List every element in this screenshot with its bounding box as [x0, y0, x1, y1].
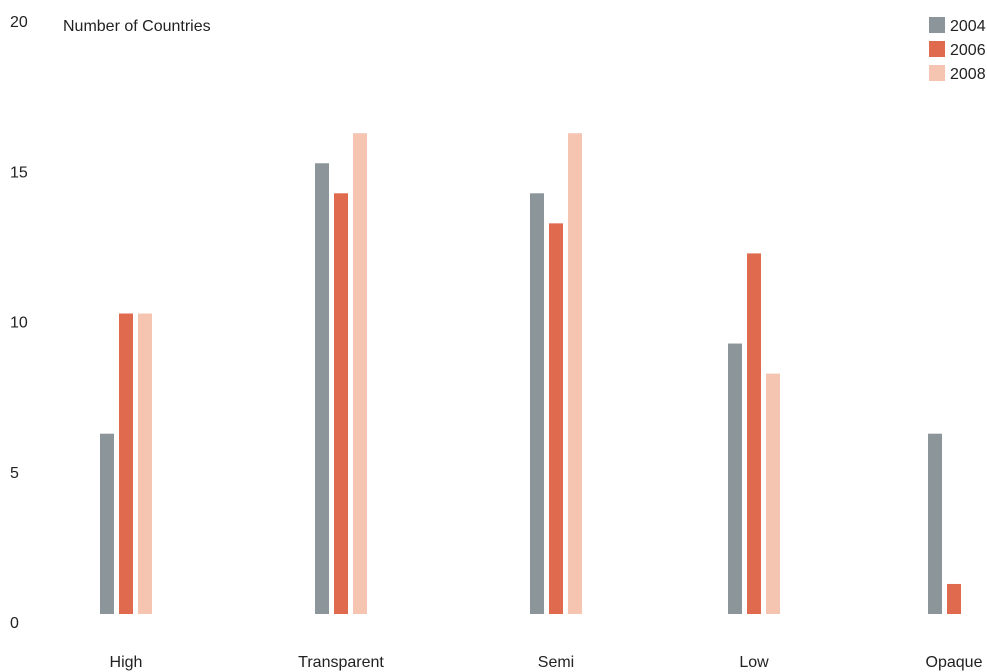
legend-swatch-2004 — [929, 17, 945, 33]
legend-swatch-2006 — [929, 41, 945, 57]
bar-high-2006 — [119, 313, 133, 614]
bar-semi-2008 — [568, 133, 582, 614]
y-tick-label: 0 — [10, 615, 19, 632]
category-label-transparent: Transparent — [298, 654, 384, 671]
y-axis-label: Number of Countries — [63, 18, 211, 35]
legend: 2004 2006 2008 — [929, 17, 986, 83]
y-tick-label: 5 — [10, 465, 19, 482]
category-label-low: Low — [739, 654, 769, 671]
category-label-semi: Semi — [538, 654, 574, 671]
bar-transparent-2006 — [334, 193, 348, 615]
legend-swatch-2008 — [929, 65, 945, 81]
bar-opaque-2006 — [947, 583, 961, 614]
bar-low-2004 — [728, 343, 742, 614]
category-label-high: High — [110, 654, 143, 671]
bar-transparent-2004 — [315, 163, 329, 614]
bar-semi-2006 — [549, 223, 563, 614]
bar-low-2006 — [747, 253, 761, 614]
y-tick-label: 10 — [10, 315, 28, 332]
legend-label-2008: 2008 — [950, 66, 986, 83]
legend-label-2004: 2004 — [950, 18, 986, 35]
bar-low-2008 — [766, 373, 780, 614]
bar-opaque-2004 — [928, 433, 942, 614]
bars — [100, 133, 961, 615]
y-tick-label: 20 — [10, 14, 28, 31]
bar-high-2004 — [100, 433, 114, 614]
bar-transparent-2008 — [353, 133, 367, 614]
y-axis-ticks: 0 5 10 15 20 — [10, 14, 28, 632]
bar-high-2008 — [138, 313, 152, 614]
legend-label-2006: 2006 — [950, 42, 986, 59]
category-label-opaque: Opaque — [926, 654, 983, 671]
bar-semi-2004 — [530, 193, 544, 615]
y-tick-label: 15 — [10, 164, 28, 181]
category-labels: High Transparent Semi Low Opaque — [110, 654, 983, 671]
